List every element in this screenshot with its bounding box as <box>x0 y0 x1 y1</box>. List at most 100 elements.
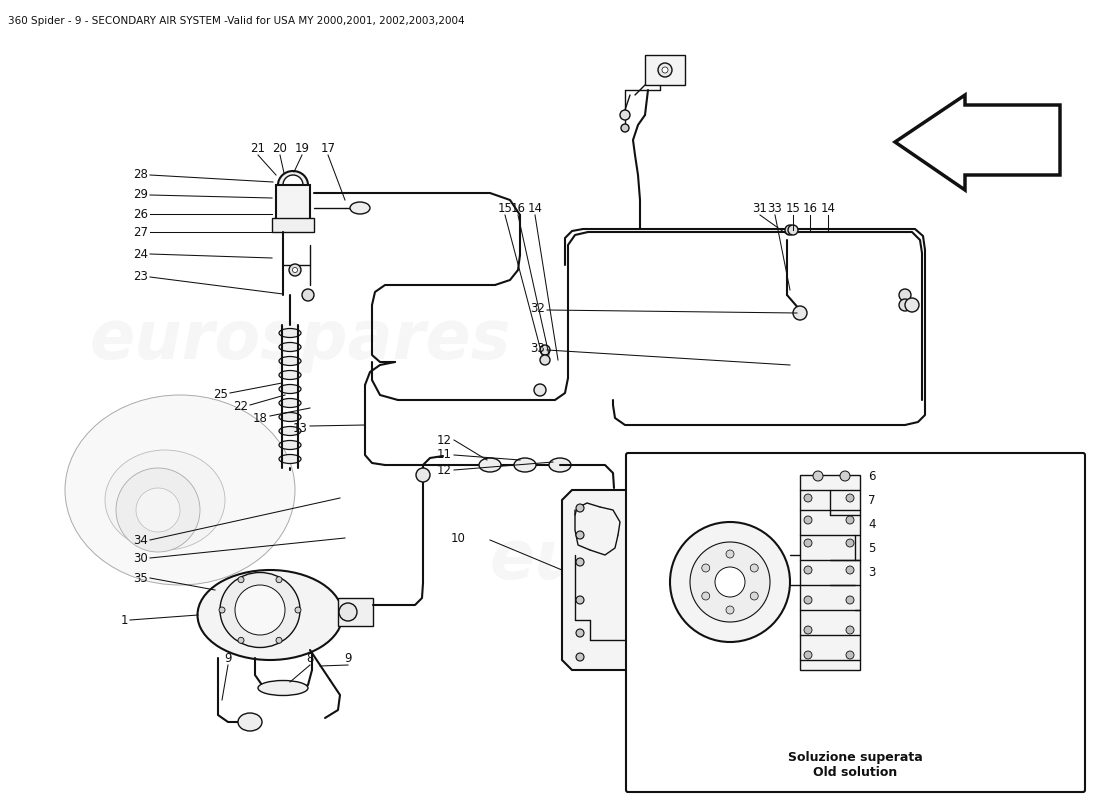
Circle shape <box>339 603 358 621</box>
Circle shape <box>702 592 710 600</box>
Ellipse shape <box>478 458 500 472</box>
Circle shape <box>283 175 302 195</box>
Circle shape <box>620 110 630 120</box>
Bar <box>276 185 310 220</box>
Text: eurospares: eurospares <box>490 527 911 593</box>
Circle shape <box>658 63 672 77</box>
Text: 29: 29 <box>133 189 148 202</box>
Text: Old solution: Old solution <box>813 766 898 779</box>
Text: 6: 6 <box>868 470 876 482</box>
Circle shape <box>846 494 854 502</box>
Circle shape <box>576 629 584 637</box>
Circle shape <box>662 67 668 73</box>
Circle shape <box>702 564 710 572</box>
Text: 1: 1 <box>121 614 128 626</box>
Circle shape <box>654 531 662 539</box>
Ellipse shape <box>279 413 301 422</box>
Text: 360 Spider - 9 - SECONDARY AIR SYSTEM -Valid for USA MY 2000,2001, 2002,2003,200: 360 Spider - 9 - SECONDARY AIR SYSTEM -V… <box>8 16 464 26</box>
Circle shape <box>804 626 812 634</box>
Circle shape <box>654 629 662 637</box>
Circle shape <box>276 577 282 582</box>
Text: 15: 15 <box>497 202 513 214</box>
Text: 30: 30 <box>133 551 148 565</box>
Ellipse shape <box>279 454 301 463</box>
Circle shape <box>289 264 301 276</box>
Circle shape <box>804 596 812 604</box>
Circle shape <box>899 299 911 311</box>
Text: 12: 12 <box>437 463 452 477</box>
Circle shape <box>899 289 911 301</box>
Text: 11: 11 <box>437 449 452 462</box>
Circle shape <box>840 471 850 481</box>
Circle shape <box>116 468 200 552</box>
Circle shape <box>238 638 244 643</box>
Circle shape <box>846 566 854 574</box>
Text: 20: 20 <box>273 142 287 154</box>
Ellipse shape <box>279 329 301 338</box>
Text: 5: 5 <box>695 554 703 566</box>
Text: 19: 19 <box>295 142 309 154</box>
Text: 33: 33 <box>530 342 544 354</box>
Text: 26: 26 <box>133 207 148 221</box>
Ellipse shape <box>104 450 226 550</box>
Ellipse shape <box>279 441 301 450</box>
Text: 17: 17 <box>320 142 336 154</box>
Text: 31: 31 <box>752 202 768 214</box>
Ellipse shape <box>350 202 370 214</box>
Circle shape <box>540 345 550 355</box>
Text: 16: 16 <box>803 202 817 214</box>
Ellipse shape <box>258 681 308 695</box>
Circle shape <box>804 566 812 574</box>
Ellipse shape <box>278 171 308 199</box>
Circle shape <box>293 267 297 273</box>
Ellipse shape <box>235 585 285 635</box>
Circle shape <box>905 298 918 312</box>
Ellipse shape <box>279 357 301 366</box>
Circle shape <box>238 577 244 582</box>
Text: 18: 18 <box>253 411 268 425</box>
Circle shape <box>136 488 180 532</box>
Circle shape <box>654 558 662 566</box>
Ellipse shape <box>279 342 301 351</box>
Text: 28: 28 <box>133 169 148 182</box>
Text: 14: 14 <box>821 202 836 214</box>
Circle shape <box>576 558 584 566</box>
Circle shape <box>295 607 301 613</box>
Text: 10: 10 <box>451 531 465 545</box>
Text: 23: 23 <box>133 270 148 283</box>
Text: 14: 14 <box>528 202 542 214</box>
Text: 32: 32 <box>530 302 544 314</box>
Text: 21: 21 <box>251 142 265 154</box>
Text: 5: 5 <box>868 542 876 554</box>
Circle shape <box>690 542 770 622</box>
Circle shape <box>534 384 546 396</box>
Text: 22: 22 <box>233 401 248 414</box>
Text: 15: 15 <box>785 202 801 214</box>
Circle shape <box>654 596 662 604</box>
Circle shape <box>750 564 758 572</box>
Text: 8: 8 <box>306 651 313 665</box>
Circle shape <box>576 504 584 512</box>
Text: 4: 4 <box>695 623 703 637</box>
Circle shape <box>813 471 823 481</box>
Circle shape <box>621 124 629 132</box>
Ellipse shape <box>279 370 301 379</box>
Circle shape <box>750 592 758 600</box>
Text: 4: 4 <box>868 518 876 530</box>
Circle shape <box>846 596 854 604</box>
Text: 9: 9 <box>344 651 352 665</box>
Ellipse shape <box>65 395 295 585</box>
Text: 7: 7 <box>868 494 876 506</box>
Circle shape <box>670 522 790 642</box>
Polygon shape <box>562 490 682 670</box>
Circle shape <box>726 606 734 614</box>
Circle shape <box>785 225 795 235</box>
Circle shape <box>302 289 313 301</box>
Circle shape <box>715 567 745 597</box>
Circle shape <box>219 607 225 613</box>
Bar <box>800 475 860 670</box>
Text: eurospares: eurospares <box>89 307 510 373</box>
Text: Soluzione superata: Soluzione superata <box>788 751 923 765</box>
Circle shape <box>276 638 282 643</box>
Bar <box>338 598 373 626</box>
